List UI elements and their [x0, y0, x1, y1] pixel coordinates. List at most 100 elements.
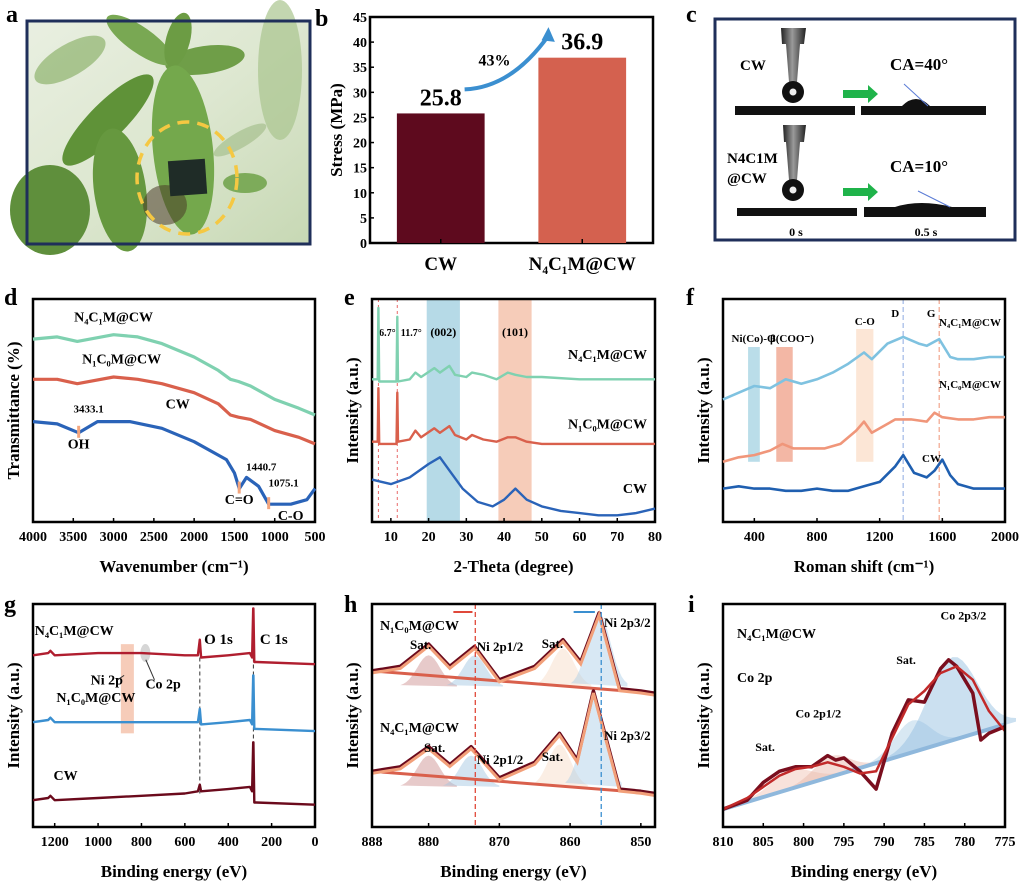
- x-tick-label: 20: [422, 530, 436, 545]
- series-label: CW: [623, 482, 647, 497]
- arrow-head-icon: [541, 27, 555, 42]
- fit-component: [531, 744, 588, 787]
- contact-row-cw: CW CA=40°: [735, 28, 986, 115]
- sample-label: N₄C₁M@CW: [737, 627, 816, 642]
- peak-label: Ni 2p: [91, 673, 124, 688]
- percent-increase-label: 43%: [479, 52, 511, 69]
- peak-annotation: C-O: [278, 509, 304, 524]
- row-label-line1: N4C1M: [727, 151, 778, 167]
- peak-label: Sat.: [542, 749, 563, 764]
- fit-envelope: [371, 610, 656, 697]
- plot-frame: [370, 602, 657, 829]
- x-tick-label: 30: [459, 530, 473, 545]
- panel-d: d 4000 3500 3000 2500 2000 1500 1000 500 Wavenum…: [4, 285, 326, 576]
- series-line-2: [722, 453, 1005, 493]
- x-axis-label: Binding energy (eV): [791, 862, 937, 881]
- highlight-band: [120, 644, 134, 734]
- highlight-band: [856, 329, 874, 462]
- x-axis-label: Binding energy (eV): [101, 862, 247, 881]
- x-tick-label: 1500: [220, 530, 248, 545]
- x-tick-label: 60: [573, 530, 587, 545]
- x-tick-label: 400: [218, 835, 239, 850]
- y-axis-label: Intensity (a.u.): [343, 662, 362, 768]
- panel-a: a: [6, 0, 312, 255]
- x-tick-label: 775: [995, 835, 1016, 850]
- y-tick-label: 45: [353, 11, 367, 26]
- series-label: N₄C₁M@CW: [35, 624, 114, 639]
- x-tick-label: 860: [560, 835, 581, 850]
- spectrum-label: Co 2p: [737, 671, 773, 686]
- x-tick-label: 80: [648, 530, 662, 545]
- photo-frame: [25, 19, 312, 246]
- leaf-photo: [10, 0, 312, 255]
- peak-label: Sat.: [755, 740, 775, 754]
- peak-marker: [267, 497, 271, 510]
- contact-angle-value: CA=40°: [890, 55, 948, 74]
- x-tick-label: 870: [489, 835, 510, 850]
- peak-label: O 1s: [204, 632, 233, 648]
- panel-letter-f: f: [686, 285, 695, 311]
- series-label: CW: [922, 453, 941, 465]
- y-tick-label: 10: [353, 187, 367, 202]
- x-tick-label: 70: [610, 530, 624, 545]
- peak-label: Sat.: [896, 653, 916, 667]
- pointer-line: [145, 659, 155, 681]
- raw-spectrum: [722, 658, 1006, 811]
- time-label: 0.5 s: [915, 225, 938, 239]
- x-tick-label: 1000: [84, 835, 112, 850]
- series-label: N₄C₁M@CW: [380, 721, 459, 736]
- y-axis-label: Transmittance (%): [4, 341, 23, 479]
- reference-label: 11.7°: [401, 328, 422, 339]
- panel-letter-c: c: [686, 2, 697, 28]
- x-tick-label: 2000: [180, 530, 208, 545]
- panel-letter-g: g: [4, 592, 16, 618]
- peak-annotation: 3433.1: [74, 404, 104, 416]
- fit-envelope: [722, 665, 1006, 811]
- series-line-0: [722, 335, 1005, 401]
- peak-marker: [77, 425, 81, 438]
- contact-angle-frame: [713, 17, 1017, 242]
- x-tick-label: 3000: [100, 530, 128, 545]
- bar-value-label: 25.8: [420, 85, 462, 111]
- series-line-1: [722, 411, 1005, 464]
- peak-label: Ni 2p3/2: [604, 728, 651, 743]
- fit-component: [400, 755, 457, 787]
- x-axis-label: Roman shift (cm⁻¹): [794, 557, 935, 576]
- series-label: N₄C₁M@CW: [939, 317, 1001, 329]
- y-tick-label: 30: [353, 86, 367, 101]
- x-tick-label: 3500: [59, 530, 87, 545]
- series-line-2: [32, 741, 316, 806]
- panel-letter-e: e: [344, 285, 355, 311]
- panel-c: c CW CA=40° N4C1M @CW CA=10°: [686, 2, 1017, 242]
- peak-label: Co 2p3/2: [941, 609, 987, 623]
- plot-frame: [721, 297, 1007, 524]
- x-tick-label: 880: [418, 835, 439, 850]
- series-line-0: [32, 607, 316, 666]
- pointer-line: [117, 674, 125, 681]
- y-axis-label: Intensity (a.u.): [343, 357, 362, 463]
- x-tick-label: 810: [713, 835, 734, 850]
- reference-label: 6.7°: [379, 328, 396, 339]
- peak-label: Co 2p1/2: [796, 707, 842, 721]
- x-tick-label: 4000: [19, 530, 47, 545]
- y-tick-label: 20: [353, 137, 367, 152]
- reference-label: D: [891, 308, 899, 320]
- band-label: C-O: [855, 316, 876, 328]
- x-tick-label: 50: [535, 530, 549, 545]
- arrow-right-icon: [843, 85, 878, 103]
- substrate: [864, 207, 986, 217]
- series-label: CW: [166, 397, 190, 412]
- plot-frame: [370, 297, 657, 524]
- panel-h: h 888 880 870 860 850 Binding energy (eV) Inte…: [343, 592, 657, 881]
- y-axis-label: Stress (MPa): [327, 83, 346, 177]
- band-label: (002): [430, 325, 456, 339]
- fit-component: [889, 657, 1017, 760]
- baseline: [371, 769, 656, 796]
- series-label: N₁C₀M@CW: [380, 619, 459, 634]
- y-axis-label: Intensity (a.u.): [694, 357, 713, 463]
- row-label: CW: [740, 58, 766, 74]
- fit-component: [534, 648, 592, 687]
- y-tick-label: 25: [353, 111, 367, 126]
- series-line-2: [32, 420, 317, 506]
- bar-n4c1m: [538, 57, 627, 244]
